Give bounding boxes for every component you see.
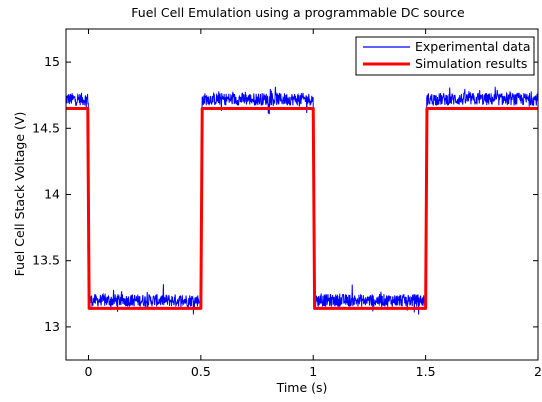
x-tick-label: 2 bbox=[534, 364, 542, 379]
x-tick-label: 1.5 bbox=[416, 364, 436, 379]
y-tick-label: 14.5 bbox=[32, 120, 60, 135]
series-experimental-line bbox=[66, 86, 538, 315]
legend-box bbox=[355, 36, 535, 76]
x-tick-label: 0 bbox=[84, 364, 92, 379]
legend-label-experimental: Experimental data bbox=[415, 39, 531, 54]
chart-title: Fuel Cell Emulation using a programmable… bbox=[131, 5, 465, 20]
y-tick-label: 13 bbox=[44, 319, 60, 334]
plot-series bbox=[66, 86, 538, 315]
legend-label-simulation: Simulation results bbox=[415, 56, 527, 71]
legend: Experimental data Simulation results bbox=[355, 36, 535, 76]
x-tick-label: 1 bbox=[309, 364, 317, 379]
x-axis-label: Time (s) bbox=[276, 380, 328, 395]
series-simulation-line bbox=[66, 106, 538, 310]
axis-ticks: 0 0.5 1 1.5 2 13 13.5 14 14.5 15 bbox=[32, 29, 542, 379]
y-tick-label: 14 bbox=[44, 187, 60, 202]
y-tick-label: 13.5 bbox=[32, 253, 60, 268]
y-axis-label: Fuel Cell Stack Voltage (V) bbox=[12, 112, 27, 277]
plot-area-frame bbox=[65, 28, 539, 361]
x-tick-label: 0.5 bbox=[191, 364, 211, 379]
y-tick-label: 15 bbox=[44, 54, 60, 69]
